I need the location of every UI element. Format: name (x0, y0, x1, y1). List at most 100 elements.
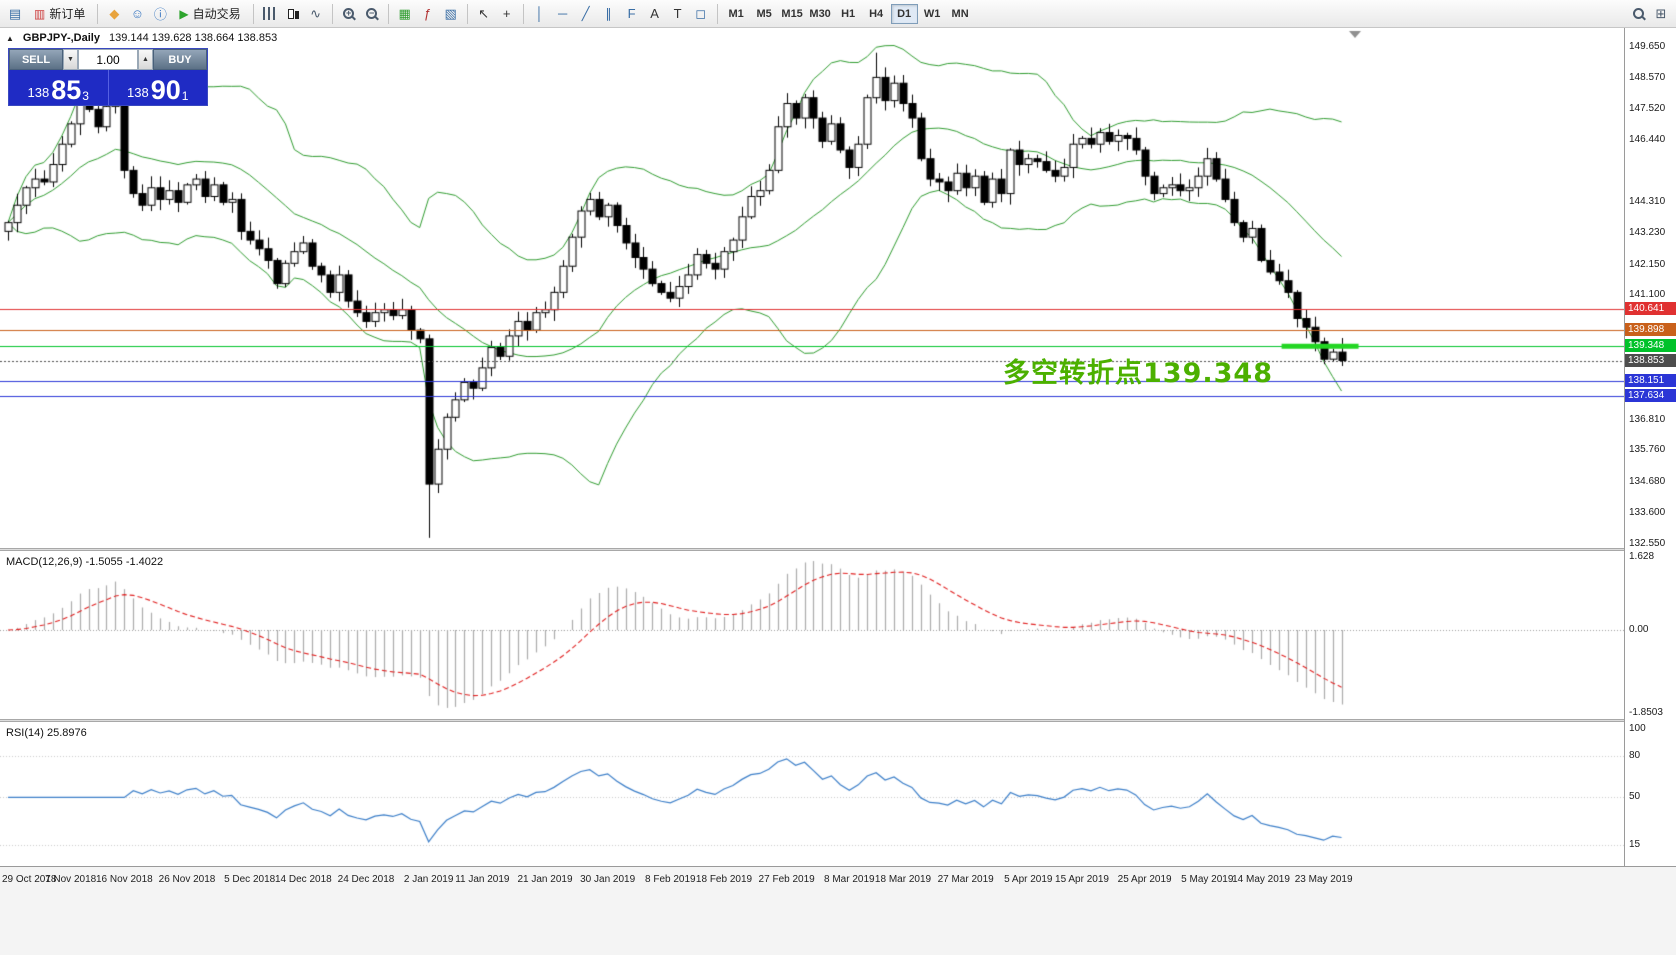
time-axis-label: 15 Apr 2019 (1055, 874, 1109, 885)
volume-input[interactable]: 1.00 (78, 49, 138, 70)
toolbar: ▤ ▥ 新订单 ◆ ☺ ⓘ ▶ 自动交易 ∿ + − ▦ ƒ ▧ ↖ + │ ─ ╱ ∥ F A T ◻ M1 M5 M15 M30 H… (0, 0, 1676, 28)
timeframe-button-h1[interactable]: H1 (841, 7, 856, 20)
volume-up-stepper[interactable]: ▲ (138, 49, 153, 70)
sell-price-sup: 3 (82, 89, 89, 103)
volume-down-stepper[interactable]: ▼ (63, 49, 78, 70)
time-axis-label: 26 Nov 2018 (158, 874, 216, 885)
symbol-name: GBPJPY-,Daily (22, 32, 100, 44)
price-level-label-139.898[interactable]: 139.898 (1625, 323, 1676, 337)
expand-icon[interactable]: ⊞ (1655, 5, 1667, 21)
indicators-icon[interactable]: ƒ (423, 6, 432, 21)
price-tick-label: 141.100 (1629, 289, 1666, 301)
buy-price-sup: 1 (181, 89, 189, 103)
rsi-canvas[interactable] (0, 722, 1624, 866)
time-axis-label: 14 May 2019 (1232, 874, 1290, 885)
zoom-in-icon-glass: + (343, 8, 355, 19)
buy-price-prefix: 138 (127, 85, 149, 100)
trendline-tool[interactable]: ╱ (581, 5, 590, 21)
timeframe-button-m15[interactable]: M15 (781, 7, 803, 20)
timeframe-button-h4[interactable]: H4 (869, 7, 884, 20)
price-level-label-139.348[interactable]: 139.348 (1625, 339, 1676, 353)
toolbar-separator (387, 3, 389, 24)
pane-separator[interactable] (0, 719, 1676, 722)
time-axis-label: 14 Dec 2018 (274, 874, 332, 885)
price-level-label-138.151[interactable]: 138.151 (1625, 373, 1676, 387)
new-order-button-label: 新订单 (49, 7, 86, 21)
timeframe-button-d1[interactable]: D1 (890, 3, 918, 24)
help-icon[interactable]: ⓘ (153, 7, 167, 22)
rsi-tick-label: 80 (1629, 750, 1641, 762)
zoom-out-icon-sign: − (368, 7, 375, 18)
auto-trading-button[interactable]: ▶ 自动交易 (172, 3, 247, 25)
toolbar-separator (97, 3, 99, 24)
new-order-button[interactable]: ▥ 新订单 (27, 3, 92, 25)
time-axis-label: 2 Jan 2019 (403, 874, 454, 885)
toolbar-separator (331, 3, 333, 24)
price-level-label-137.634[interactable]: 137.634 (1625, 388, 1676, 402)
zoom-out-icon[interactable]: − (361, 3, 383, 25)
macd-tick-label: 1.628 (1629, 551, 1655, 562)
macd-tick-label: -1.8503 (1629, 707, 1663, 718)
time-axis-label: 5 Dec 2018 (224, 874, 276, 885)
tile-windows-icon[interactable]: ▦ (398, 5, 411, 21)
label-tool[interactable]: T (673, 6, 682, 21)
toolbar-separator (466, 3, 468, 24)
new-order-button-icon: ▥ (34, 6, 46, 21)
timeframe-button-mn[interactable]: MN (951, 7, 969, 20)
candlestick-chart-icon[interactable] (282, 3, 304, 25)
search-icon-glass (1632, 8, 1644, 19)
bar-chart-icon[interactable] (259, 3, 281, 25)
one-click-collapse-icon[interactable]: ▲ (6, 33, 14, 43)
macd-tick-label: 0.00 (1629, 624, 1649, 635)
fibonacci-tool[interactable]: F (627, 6, 636, 21)
price-tick-label: 143.230 (1629, 227, 1666, 239)
zoom-in-icon[interactable]: + (338, 3, 360, 25)
macd-canvas[interactable] (0, 551, 1624, 719)
price-tick-label: 147.520 (1629, 102, 1666, 114)
price-divider (107, 70, 109, 105)
cursor-icon[interactable]: ↖ (478, 5, 490, 21)
mql5-icon[interactable]: ◆ (109, 5, 120, 21)
shapes-tool[interactable]: ◻ (695, 5, 706, 21)
vertical-line-tool[interactable]: │ (535, 6, 544, 21)
rsi-tick-label: 50 (1629, 791, 1641, 803)
channel-tool[interactable]: ∥ (605, 5, 612, 21)
time-axis-label: 18 Mar 2019 (874, 874, 932, 885)
text-tool[interactable]: A (650, 6, 659, 21)
symbol-ohlc-bar: ▲ GBPJPY-,Daily 139.144 139.628 138.664 … (6, 32, 277, 44)
price-tick-label: 144.310 (1629, 196, 1666, 207)
time-axis: 29 Oct 2018 7 Nov 2018 16 Nov 2018 26 Nov 2… (0, 866, 1676, 955)
buy-price-main: 90 (150, 74, 181, 105)
price-level-label-138.853[interactable]: 138.853 (1625, 353, 1676, 367)
rsi-label: RSI(14) 25.8976 (6, 727, 87, 739)
search-icon[interactable] (1627, 3, 1649, 25)
pane-separator[interactable] (0, 548, 1676, 551)
buy-price-display[interactable]: 138 90 1 (109, 70, 208, 105)
sell-button[interactable]: SELL (9, 49, 63, 70)
annotation-text[interactable]: 多空转折点139.348 (1003, 358, 1273, 389)
timeframe-button-m1[interactable]: M1 (728, 7, 744, 20)
sell-price-display[interactable]: 138 85 3 (9, 70, 108, 105)
buy-button[interactable]: BUY (153, 49, 207, 70)
time-axis-label: 30 Jan 2019 (580, 874, 636, 885)
templates-icon[interactable]: ▧ (444, 5, 457, 21)
timeframe-button-m5[interactable]: M5 (756, 7, 772, 20)
community-icon[interactable]: ☺ (130, 6, 144, 21)
price-tick-label: 136.810 (1629, 413, 1666, 425)
timeframe-button-w1[interactable]: W1 (923, 7, 941, 20)
sell-price-prefix: 138 (27, 85, 50, 100)
auto-trading-button-icon: ▶ (179, 6, 189, 21)
main-chart-canvas[interactable] (0, 28, 1624, 548)
timeframe-button-m30[interactable]: M30 (809, 7, 831, 20)
price-tick-label: 148.570 (1629, 72, 1666, 84)
terminal-window-icon[interactable]: ▤ (8, 5, 22, 21)
crosshair-icon[interactable]: + (502, 6, 511, 21)
price-tick-label: 134.680 (1629, 475, 1666, 487)
price-level-label-140.641[interactable]: 140.641 (1625, 301, 1676, 315)
toolbar-separator (716, 3, 718, 24)
time-axis-label: 27 Mar 2019 (937, 874, 994, 885)
time-axis-label: 18 Feb 2019 (695, 874, 753, 885)
horizontal-line-tool[interactable]: ─ (558, 6, 568, 21)
line-chart-icon[interactable]: ∿ (310, 5, 322, 21)
